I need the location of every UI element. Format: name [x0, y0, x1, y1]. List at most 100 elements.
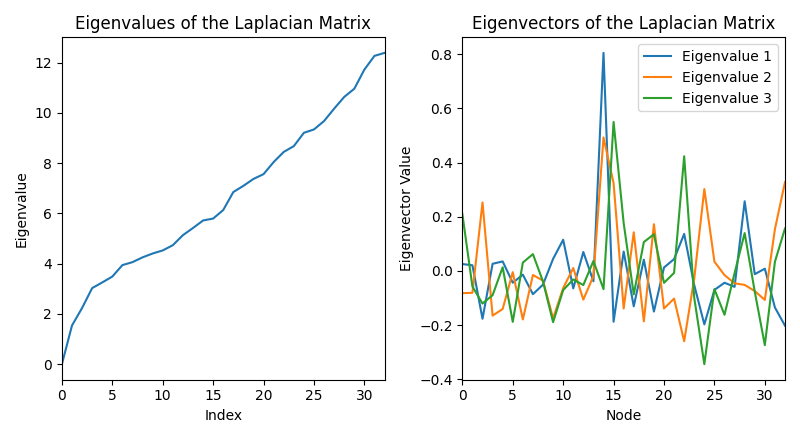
- Eigenvalue 2: [558, 286, 568, 291]
- Eigenvalue 1: [488, 261, 498, 266]
- Eigenvalue 3: [699, 361, 709, 367]
- Eigenvalue 2: [649, 222, 658, 227]
- Eigenvalue 3: [619, 220, 629, 226]
- Eigenvalue 2: [659, 306, 669, 311]
- Eigenvalue 1: [518, 272, 528, 277]
- Eigenvalue 3: [498, 265, 507, 270]
- Title: Eigenvectors of the Laplacian Matrix: Eigenvectors of the Laplacian Matrix: [472, 15, 775, 33]
- Legend: Eigenvalue 1, Eigenvalue 2, Eigenvalue 3: Eigenvalue 1, Eigenvalue 2, Eigenvalue 3: [638, 44, 778, 111]
- Eigenvalue 2: [740, 282, 750, 287]
- Eigenvalue 1: [569, 286, 578, 291]
- Y-axis label: Eigenvalue: Eigenvalue: [15, 170, 29, 247]
- Eigenvalue 2: [670, 296, 679, 301]
- Eigenvalue 2: [569, 265, 578, 271]
- Eigenvalue 1: [750, 272, 759, 277]
- Eigenvalue 1: [498, 259, 507, 264]
- Eigenvalue 2: [548, 316, 558, 321]
- Eigenvalue 3: [578, 283, 588, 288]
- Eigenvalue 1: [740, 199, 750, 204]
- Eigenvalue 3: [690, 295, 699, 300]
- Eigenvalue 3: [458, 212, 467, 217]
- Eigenvalue 1: [649, 309, 658, 314]
- Eigenvalue 1: [458, 261, 467, 267]
- Line: Eigenvalue 2: Eigenvalue 2: [462, 138, 785, 341]
- Eigenvalue 3: [750, 289, 759, 294]
- Eigenvalue 2: [629, 230, 638, 235]
- Eigenvalue 2: [498, 306, 507, 311]
- Eigenvalue 1: [598, 50, 608, 56]
- Y-axis label: Eigenvector Value: Eigenvector Value: [399, 146, 414, 271]
- Eigenvalue 3: [538, 279, 548, 284]
- Eigenvalue 1: [528, 292, 538, 297]
- Eigenvalue 2: [458, 290, 467, 296]
- Eigenvalue 2: [780, 180, 790, 185]
- Line: Eigenvalue 3: Eigenvalue 3: [462, 122, 785, 364]
- Eigenvalue 1: [508, 280, 518, 286]
- Eigenvalue 3: [649, 232, 658, 237]
- Line: Eigenvalue 1: Eigenvalue 1: [462, 53, 785, 326]
- Eigenvalue 2: [478, 200, 487, 205]
- Eigenvalue 2: [679, 339, 689, 344]
- Eigenvalue 1: [629, 304, 638, 309]
- Eigenvalue 1: [699, 322, 709, 327]
- Eigenvalue 2: [619, 306, 629, 311]
- Eigenvalue 1: [619, 249, 629, 254]
- Eigenvalue 3: [659, 280, 669, 286]
- Eigenvalue 1: [670, 257, 679, 262]
- Eigenvalue 2: [538, 278, 548, 283]
- Eigenvalue 1: [730, 284, 739, 290]
- Eigenvalue 1: [478, 316, 487, 321]
- Eigenvalue 3: [508, 319, 518, 325]
- Eigenvalue 3: [518, 260, 528, 265]
- Eigenvalue 2: [730, 281, 739, 286]
- Eigenvalue 3: [598, 286, 608, 292]
- Eigenvalue 1: [760, 266, 770, 271]
- Eigenvalue 2: [508, 269, 518, 275]
- Eigenvalue 3: [488, 293, 498, 298]
- Eigenvalue 2: [518, 317, 528, 322]
- Eigenvalue 3: [760, 343, 770, 348]
- Eigenvalue 3: [740, 230, 750, 236]
- Eigenvalue 3: [468, 284, 478, 289]
- Eigenvalue 1: [639, 257, 649, 262]
- Eigenvalue 1: [770, 305, 780, 310]
- Eigenvalue 3: [609, 119, 618, 124]
- Eigenvalue 1: [720, 280, 730, 286]
- Eigenvalue 3: [629, 292, 638, 297]
- Eigenvalue 2: [609, 180, 618, 186]
- Eigenvalue 3: [478, 301, 487, 306]
- Eigenvalue 1: [468, 263, 478, 268]
- X-axis label: Node: Node: [606, 409, 642, 423]
- Eigenvalue 1: [710, 287, 719, 293]
- Eigenvalue 2: [578, 297, 588, 302]
- Title: Eigenvalues of the Laplacian Matrix: Eigenvalues of the Laplacian Matrix: [75, 15, 371, 33]
- Eigenvalue 2: [589, 273, 598, 279]
- Eigenvalue 1: [589, 279, 598, 284]
- Eigenvalue 3: [589, 258, 598, 264]
- X-axis label: Index: Index: [204, 409, 242, 423]
- Eigenvalue 3: [548, 320, 558, 325]
- Eigenvalue 2: [760, 297, 770, 303]
- Eigenvalue 2: [710, 259, 719, 264]
- Eigenvalue 2: [750, 288, 759, 293]
- Eigenvalue 1: [609, 319, 618, 325]
- Eigenvalue 2: [488, 313, 498, 318]
- Eigenvalue 2: [528, 272, 538, 278]
- Eigenvalue 1: [538, 282, 548, 287]
- Eigenvalue 1: [548, 256, 558, 261]
- Eigenvalue 3: [679, 154, 689, 159]
- Eigenvalue 2: [770, 226, 780, 232]
- Eigenvalue 1: [558, 237, 568, 242]
- Eigenvalue 3: [670, 270, 679, 276]
- Eigenvalue 3: [780, 226, 790, 231]
- Eigenvalue 1: [690, 283, 699, 288]
- Eigenvalue 1: [780, 323, 790, 328]
- Eigenvalue 3: [720, 312, 730, 318]
- Eigenvalue 2: [699, 187, 709, 192]
- Eigenvalue 2: [598, 135, 608, 140]
- Eigenvalue 3: [730, 270, 739, 276]
- Eigenvalue 3: [528, 251, 538, 257]
- Eigenvalue 1: [679, 231, 689, 237]
- Eigenvalue 2: [690, 276, 699, 281]
- Eigenvalue 3: [710, 286, 719, 292]
